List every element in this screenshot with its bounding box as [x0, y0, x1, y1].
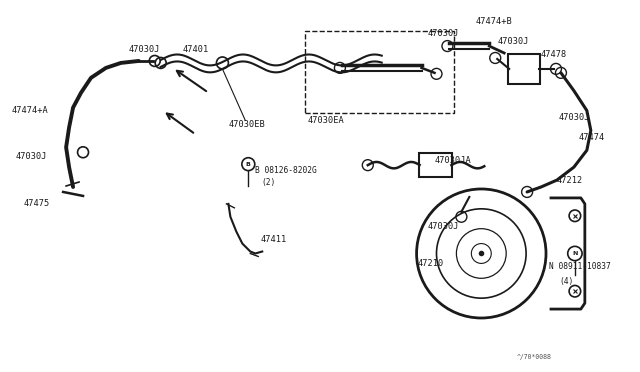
Text: 47210: 47210: [417, 259, 444, 268]
Text: 47030J: 47030J: [129, 45, 161, 54]
Text: 47474+A: 47474+A: [12, 106, 48, 115]
Text: 47030EB: 47030EB: [228, 120, 265, 129]
Text: ^/70*0088: ^/70*0088: [517, 354, 552, 360]
Text: 47030JA: 47030JA: [435, 156, 471, 165]
Text: 47030EA: 47030EA: [308, 116, 345, 125]
Text: 47401: 47401: [182, 45, 209, 54]
Text: B 08126-8202G: B 08126-8202G: [255, 166, 317, 174]
Text: (2): (2): [261, 177, 275, 186]
Text: 47478: 47478: [541, 51, 567, 60]
Text: 47030J: 47030J: [15, 152, 47, 161]
Text: B: B: [246, 162, 251, 167]
Text: N: N: [572, 251, 577, 256]
Text: 47474: 47474: [579, 133, 605, 142]
Text: 47475: 47475: [23, 199, 49, 208]
Text: 47030J: 47030J: [428, 222, 459, 231]
Text: 47030J: 47030J: [497, 36, 529, 46]
Text: 47030J: 47030J: [428, 29, 459, 38]
Text: 47411: 47411: [260, 235, 287, 244]
Text: 47030J: 47030J: [559, 113, 591, 122]
Text: N 08911-10837: N 08911-10837: [549, 262, 611, 271]
Text: 47474+B: 47474+B: [476, 17, 512, 26]
Text: 47212: 47212: [557, 176, 583, 185]
Text: (4): (4): [560, 277, 574, 286]
